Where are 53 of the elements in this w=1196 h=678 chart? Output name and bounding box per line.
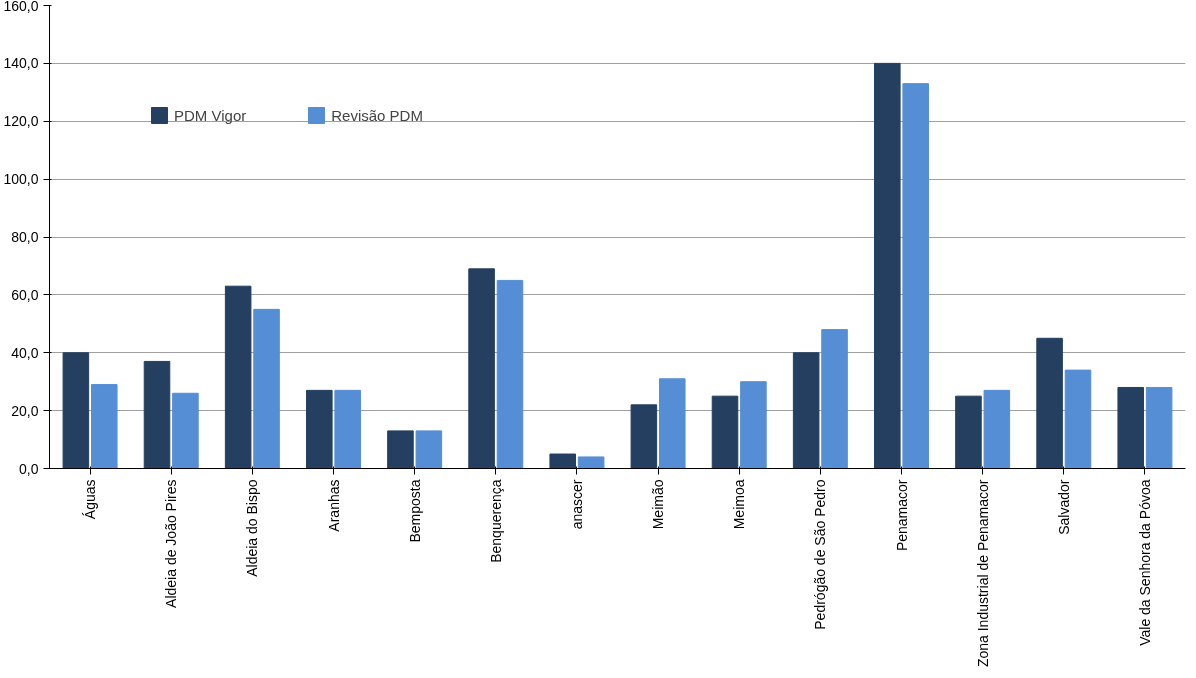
x-tick-label: Águas (82, 479, 99, 520)
bar (496, 279, 524, 469)
bar (874, 62, 901, 469)
bar (387, 430, 414, 469)
bar (1117, 386, 1145, 469)
bar (306, 389, 333, 469)
bar (62, 352, 90, 469)
bar (1036, 337, 1063, 469)
bar (902, 83, 929, 469)
x-tick-label: anascer (568, 479, 585, 530)
y-tick-label: 140,0 (3, 55, 39, 72)
bar (1145, 386, 1173, 469)
x-tick-label: Zona Industrial de Penamacor (974, 479, 991, 668)
bar (334, 389, 361, 469)
x-tick-label: Aranhas (325, 479, 342, 532)
bar (630, 404, 658, 469)
x-tick-label: Meimão (650, 479, 667, 530)
bar (658, 378, 686, 469)
x-tick-label: Vale da Senhora da Póvoa (1136, 479, 1153, 646)
x-tick-label: Meimoa (731, 479, 748, 530)
y-tick-label: 80,0 (11, 229, 39, 245)
bar (549, 453, 577, 469)
y-tick-label: 0,0 (19, 460, 39, 477)
x-tick-label: Salvador (1055, 479, 1072, 535)
y-tick-label: 160,0 (3, 0, 39, 14)
x-tick-label: Benquerença (487, 479, 504, 563)
bar (172, 392, 199, 469)
bar (577, 456, 605, 469)
bar (983, 389, 1011, 469)
legend-label: PDM Vigor (174, 106, 247, 124)
bar (1064, 369, 1092, 469)
bar (224, 285, 252, 469)
legend-label: Revisão PDM (331, 106, 423, 124)
bar (955, 395, 982, 469)
x-tick-label: Aldeia de João Pires (163, 479, 180, 608)
bar (415, 430, 443, 469)
bar (821, 329, 848, 469)
x-tick-label: Aldeia do Bispo (244, 479, 261, 577)
bar (711, 395, 739, 469)
y-tick-label: 100,0 (3, 171, 39, 188)
y-tick-label: 20,0 (11, 402, 39, 419)
bar (143, 360, 171, 469)
bar (253, 308, 280, 469)
y-tick-label: 40,0 (11, 344, 39, 361)
x-tick-label: Penamacor (893, 479, 910, 552)
bar (740, 381, 767, 469)
bar (468, 268, 495, 469)
bar (792, 352, 820, 469)
x-tick-label: Pedrógão de São Pedro (812, 479, 829, 630)
x-tick-label: Bemposta (406, 479, 423, 543)
y-tick-label: 120,0 (3, 113, 39, 130)
y-tick-label: 60,0 (11, 286, 39, 303)
bar (90, 384, 118, 469)
